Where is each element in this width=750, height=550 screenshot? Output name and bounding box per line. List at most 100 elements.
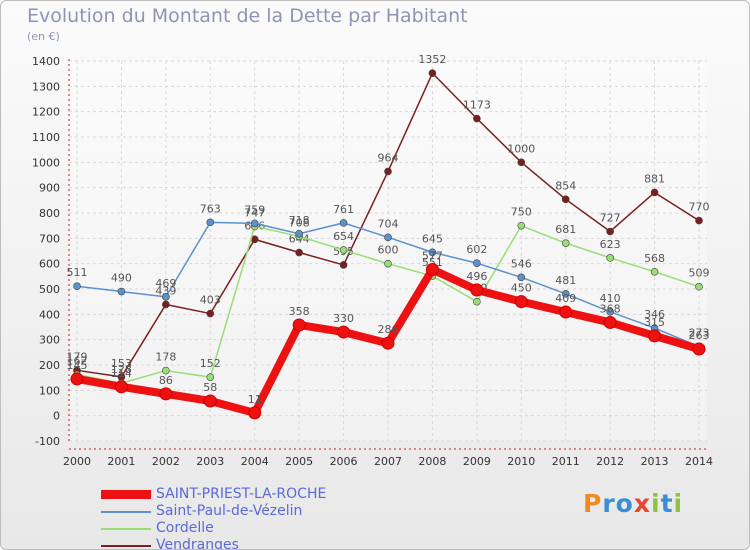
- data-label: 145: [67, 359, 88, 372]
- data-label: 718: [289, 214, 310, 227]
- logo-letter: r: [602, 489, 616, 518]
- data-point: [561, 239, 570, 247]
- data-label: 179: [67, 350, 88, 363]
- data-label: 511: [67, 266, 88, 279]
- y-tick-label: 800: [39, 207, 60, 220]
- data-point: [384, 259, 392, 268]
- logo-letter: x: [633, 489, 651, 518]
- data-point: [470, 283, 484, 297]
- x-tick-label: 2004: [241, 455, 269, 468]
- data-point: [206, 373, 215, 381]
- y-tick-label: 500: [39, 283, 60, 296]
- data-point: [559, 305, 573, 319]
- data-label: 263: [689, 329, 710, 342]
- data-point: [473, 114, 481, 123]
- data-label: 450: [511, 282, 532, 295]
- data-label: 881: [644, 172, 665, 185]
- data-point: [114, 380, 128, 394]
- y-tick-label: 100: [39, 384, 60, 397]
- y-tick-label: 1400: [32, 55, 60, 68]
- x-tick-label: 2003: [196, 455, 224, 468]
- logo-letter: i: [651, 489, 661, 518]
- data-point: [428, 248, 437, 257]
- data-point: [73, 282, 81, 291]
- series-0: 1791534394036966445959641352117310008547…: [67, 53, 710, 381]
- legend-label: Vendranges: [156, 537, 239, 550]
- data-label: 11: [248, 393, 262, 406]
- data-point: [159, 387, 173, 401]
- logo-letter: o: [615, 489, 634, 518]
- legend-swatch: [101, 490, 151, 499]
- data-label: 1352: [418, 53, 446, 66]
- data-label: 854: [555, 179, 576, 192]
- data-label: 770: [689, 201, 710, 214]
- data-point: [606, 307, 614, 316]
- data-label: 496: [466, 270, 487, 283]
- y-tick-label: 600: [39, 258, 60, 271]
- data-label: 86: [159, 374, 173, 387]
- logo-letter: P: [583, 489, 603, 518]
- data-point: [70, 372, 84, 386]
- data-point: [162, 293, 170, 301]
- data-label: 708: [289, 216, 310, 229]
- y-tick-label: 300: [39, 334, 60, 347]
- data-point: [650, 267, 659, 276]
- data-point: [695, 282, 703, 291]
- y-tick-label: 1200: [32, 106, 60, 119]
- data-label: 509: [689, 267, 710, 280]
- data-label: 761: [333, 203, 354, 216]
- data-label: 469: [155, 277, 176, 290]
- data-point: [517, 158, 526, 167]
- data-point: [292, 318, 306, 332]
- data-point: [648, 329, 662, 343]
- data-label: 358: [289, 305, 310, 318]
- data-point: [606, 227, 614, 236]
- x-tick-label: 2009: [463, 455, 491, 468]
- data-point: [428, 69, 437, 77]
- data-point: [514, 295, 528, 309]
- y-tick-label: -100: [35, 435, 60, 448]
- data-label: 654: [333, 230, 354, 243]
- data-label: 750: [511, 206, 532, 219]
- data-label: 178: [155, 351, 176, 364]
- data-label: 410: [600, 292, 621, 305]
- logo-letter: i: [673, 489, 684, 518]
- data-point: [473, 259, 481, 267]
- data-label: 58: [203, 381, 217, 394]
- x-tick-label: 2011: [552, 455, 580, 468]
- y-tick-label: 700: [39, 232, 60, 245]
- data-label: 162: [67, 355, 88, 368]
- data-label: 704: [378, 217, 399, 230]
- data-point: [561, 195, 570, 204]
- x-tick-label: 2010: [507, 455, 535, 468]
- data-label: 759: [244, 203, 265, 216]
- y-tick-label: 200: [39, 359, 60, 372]
- data-label: 330: [333, 312, 354, 325]
- data-point: [250, 219, 259, 228]
- series-3: 145 114 86 58 11 358 330 286 577 496 450 409 368 315 2…: [67, 249, 710, 420]
- data-point: [206, 218, 215, 227]
- y-tick-label: 400: [39, 308, 60, 321]
- data-label: 346: [644, 308, 665, 321]
- data-label: 1000: [507, 142, 535, 155]
- data-point: [248, 406, 262, 420]
- data-point: [337, 325, 351, 339]
- data-point: [339, 219, 348, 227]
- data-label: 645: [422, 232, 443, 245]
- data-point: [295, 248, 303, 257]
- data-point: [339, 261, 348, 269]
- data-label: 153: [111, 357, 132, 370]
- x-tick-label: 2014: [685, 455, 713, 468]
- data-point: [206, 309, 215, 318]
- data-label: 623: [600, 238, 621, 251]
- data-label: 1173: [463, 99, 491, 112]
- x-tick-label: 2008: [418, 455, 446, 468]
- y-tick-label: 900: [39, 182, 60, 195]
- chart-title: Evolution du Montant de la Dette par Hab…: [27, 5, 468, 27]
- data-point: [203, 394, 217, 408]
- data-label: 568: [644, 252, 665, 265]
- legend-label: Saint-Paul-de-Vézelin: [156, 503, 303, 519]
- x-tick-label: 2002: [152, 455, 180, 468]
- legend-swatch: [101, 545, 151, 547]
